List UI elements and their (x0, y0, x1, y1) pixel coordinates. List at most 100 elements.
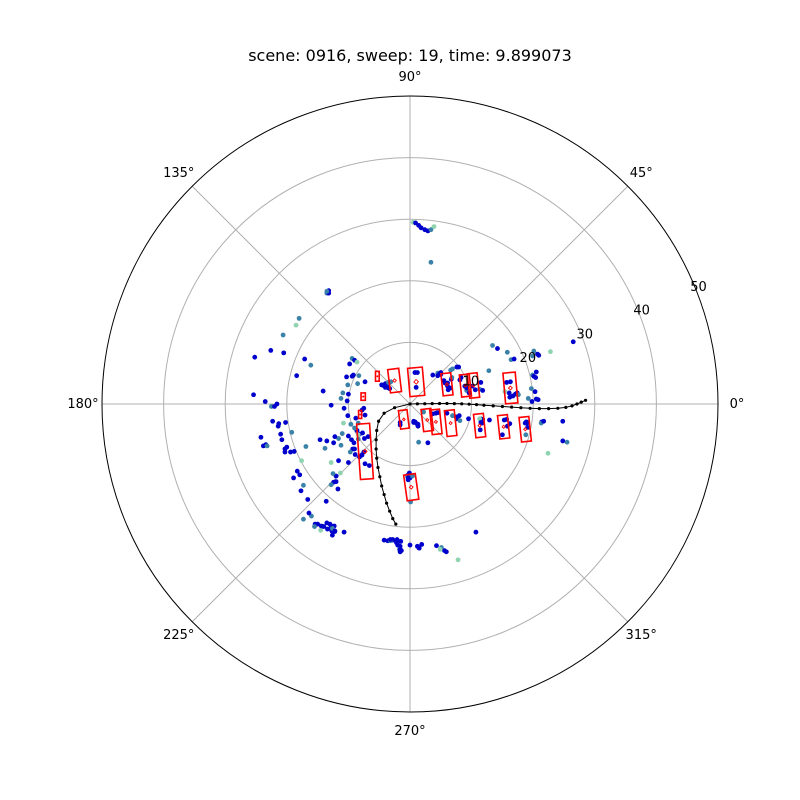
box-outline (397, 408, 411, 430)
theta-tick-label: 90° (398, 70, 421, 85)
trajectory-point (583, 398, 588, 402)
radar-point (477, 427, 483, 433)
radar-point (332, 434, 338, 440)
radar-point (330, 471, 336, 477)
box-heading-marker (477, 423, 482, 428)
radar-point (338, 442, 344, 448)
radar-point (442, 548, 447, 554)
radar-point (317, 437, 323, 443)
trajectory-point (380, 484, 384, 488)
radar-point (487, 417, 492, 423)
radar-point (335, 486, 341, 492)
radar-point (570, 339, 576, 345)
chart-title: scene: 0916, sweep: 19, time: 9.899073 (248, 46, 572, 65)
radar-point (495, 346, 500, 351)
trajectory-point (556, 406, 560, 410)
theta-tick-label: 270° (394, 724, 425, 739)
trajectory-point (393, 406, 397, 410)
radar-point (456, 364, 462, 370)
radar-point (303, 444, 309, 449)
radar-point (457, 418, 463, 424)
trajectory-point (452, 402, 456, 406)
radar-point (387, 537, 393, 542)
radar-point (328, 482, 334, 488)
radar-point (345, 382, 351, 388)
radar-point (323, 498, 329, 504)
detection-box (440, 371, 454, 397)
theta-tick-label: 0° (730, 397, 745, 412)
detection-box (355, 422, 375, 481)
box-outline (496, 413, 511, 440)
detection-box (397, 408, 411, 430)
radar-point (340, 390, 346, 396)
radar-point (415, 423, 421, 429)
theta-tick-label: 180° (67, 397, 98, 412)
radar-point (478, 380, 484, 385)
radar-point (294, 468, 300, 474)
trajectory-point (482, 403, 486, 407)
radar-point (306, 510, 312, 516)
radar-point (524, 420, 530, 426)
radar-point (533, 369, 539, 375)
radar-point (428, 259, 434, 265)
plot-boundary (101, 95, 719, 713)
radar-point (430, 372, 436, 378)
radar-point (346, 391, 351, 397)
radar-point (324, 288, 330, 294)
theta-tick-label: 135° (163, 166, 194, 181)
trajectory-point (375, 428, 379, 433)
radar-point (264, 443, 270, 449)
radar-point (545, 450, 551, 456)
trajectory-point (528, 406, 532, 410)
radar-point (291, 449, 297, 454)
radar-point (301, 516, 306, 522)
box-heading-marker (433, 419, 439, 425)
radar-point (560, 418, 566, 424)
radar-point (525, 396, 531, 401)
box-heading-marker (413, 378, 420, 385)
radar-point (564, 439, 570, 445)
radar-point (345, 413, 351, 419)
radar-point (337, 470, 343, 476)
radar-point (472, 387, 478, 393)
radar-point (284, 444, 290, 450)
trajectory-point (564, 405, 568, 409)
trajectory-point (547, 407, 551, 411)
box-heading-marker (401, 417, 406, 422)
box-outline (406, 366, 426, 398)
radar-point (346, 460, 351, 465)
trajectory-point (394, 522, 398, 526)
radar-point (473, 529, 479, 535)
radar-point (339, 431, 345, 436)
radar-point (531, 373, 537, 379)
radar-point (325, 526, 330, 532)
detection-box (406, 366, 426, 398)
radar-point (531, 348, 537, 354)
radar-point (361, 405, 367, 411)
box-heading-marker (376, 375, 379, 378)
radar-point (530, 353, 535, 359)
radar-point (268, 348, 274, 353)
radar-point (289, 429, 295, 435)
radar-point (328, 460, 334, 465)
radar-point (455, 557, 461, 563)
radar-point (433, 410, 439, 416)
radar-point (347, 449, 353, 455)
radar-point (291, 475, 296, 481)
radar-point (312, 524, 317, 529)
radar-point (411, 420, 417, 425)
radar-point (414, 370, 420, 375)
tick-labels: 0° 45° 90° 135° 180° 225° 270° 315° 10 20 30 40 50 (67, 70, 744, 739)
box-outline (360, 392, 367, 402)
radar-point (490, 343, 495, 348)
box-heading-marker (392, 378, 397, 383)
radar-point (425, 440, 431, 446)
radar-point (362, 379, 368, 385)
radar-point (397, 548, 403, 554)
trajectory-point (423, 402, 427, 406)
detection-box (360, 392, 367, 402)
radar-point (301, 482, 306, 488)
radar-point (437, 546, 443, 552)
